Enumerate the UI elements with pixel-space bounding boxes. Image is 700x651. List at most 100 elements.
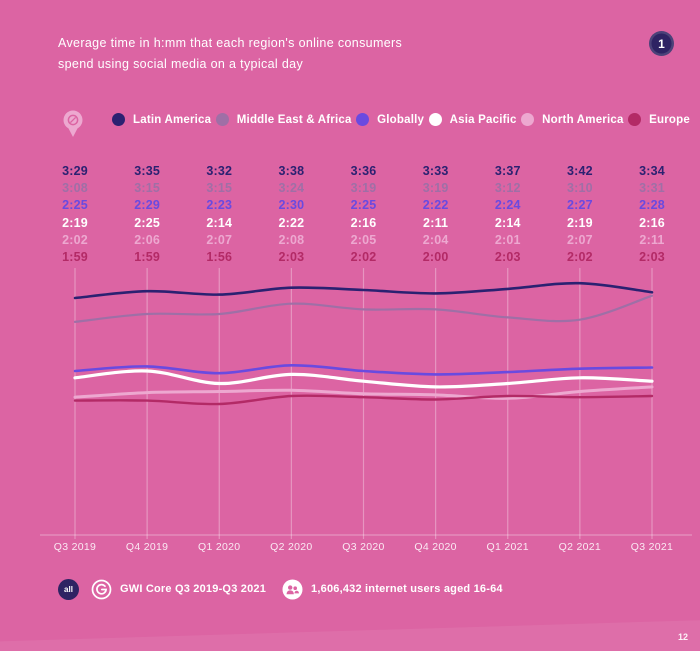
- value-label-north-america: 2:01: [494, 232, 521, 247]
- legend-item-north-america: North America: [521, 113, 623, 126]
- value-label-globally: 2:22: [422, 198, 449, 213]
- x-axis: Q3 2019 Q4 2019 Q1 2020 Q2 2020 Q3 2020 Q4 20…: [0, 541, 700, 557]
- value-label-asia-pacific: 2:16: [639, 215, 665, 230]
- value-label-europe: 2:02: [566, 250, 593, 265]
- gwi-logo-icon: [91, 579, 112, 600]
- base-label: 1,606,432 internet users aged 16-64: [311, 583, 503, 595]
- page-title-line1: Average time in h:mm that each region's …: [58, 36, 403, 50]
- value-label-globally: 2:28: [639, 198, 665, 213]
- x-axis-label-q2-2021: Q2 2021: [558, 541, 602, 553]
- value-column-q3-2019: 3:29 3:08 2:25 2:19 2:02 1:59: [62, 163, 88, 266]
- value-column-q3-2021: 3:34 3:31 2:28 2:16 2:11 2:03: [639, 163, 665, 266]
- value-label-north-america: 2:08: [278, 232, 305, 247]
- legend-item-globally: Globally: [356, 113, 424, 126]
- users-icon: [282, 579, 303, 600]
- value-label-asia-pacific: 2:25: [134, 215, 161, 230]
- legend: Latin America Middle East & Africa Globall…: [0, 108, 700, 138]
- value-label-globally: 2:30: [278, 198, 305, 213]
- x-axis-label-q3-2019: Q3 2019: [53, 541, 97, 553]
- value-label-globally: 2:25: [62, 198, 88, 213]
- value-label-globally: 2:25: [350, 198, 377, 213]
- value-label-asia-pacific: 2:22: [278, 215, 305, 230]
- x-axis-label-q3-2020: Q3 2020: [342, 541, 385, 553]
- legend-label: North America: [542, 113, 624, 126]
- x-axis-label-q4-2020: Q4 2020: [414, 541, 457, 553]
- value-label-latin-america: 3:34: [639, 164, 665, 178]
- value-label-europe: 1:59: [134, 250, 161, 265]
- legend-dot: [521, 113, 535, 126]
- value-column-q4-2020: 3:33 3:19 2:22 2:11 2:04 2:00: [423, 163, 449, 266]
- value-label-north-america: 2:07: [566, 232, 593, 247]
- legend-label: Globally: [377, 113, 425, 126]
- legend-item-latin-america: Latin America: [112, 113, 211, 126]
- legend-item-europe: Europe: [628, 113, 690, 126]
- value-label-middle-east-africa: 3:19: [350, 181, 377, 196]
- value-column-q2-2021: 3:42 3:10 2:27 2:19 2:07 2:02: [567, 163, 593, 266]
- value-label-europe: 2:02: [350, 250, 377, 265]
- value-label-middle-east-africa: 3:08: [62, 181, 88, 196]
- value-label-middle-east-africa: 3:15: [134, 181, 161, 196]
- legend-dot: [428, 113, 442, 126]
- page-title-line2: spend using social media on a typical da…: [58, 57, 304, 71]
- value-label-middle-east-africa: 3:31: [639, 181, 665, 196]
- page-number: 12: [677, 632, 688, 642]
- value-label-latin-america: 3:35: [134, 164, 161, 178]
- legend-dot: [112, 113, 125, 126]
- value-label-asia-pacific: 2:19: [566, 215, 593, 230]
- series-line-globally: [73, 363, 654, 376]
- page-title: Average time in h:mm that each region's …: [58, 33, 402, 75]
- source-label: GWI Core Q3 2019-Q3 2021: [120, 583, 267, 595]
- value-label-middle-east-africa: 3:19: [422, 181, 449, 196]
- value-column-q1-2021: 3:37 3:12 2:24 2:14 2:01 2:03: [495, 163, 521, 266]
- value-label-europe: 1:59: [62, 250, 88, 265]
- value-label-middle-east-africa: 3:12: [494, 181, 521, 196]
- slide-number-badge: 1: [649, 31, 674, 56]
- value-column-q3-2020: 3:36 3:19 2:25 2:16 2:05 2:02: [351, 163, 377, 266]
- x-axis-label-q3-2021: Q3 2021: [630, 541, 674, 553]
- legend-items: Latin America Middle East & Africa Globall…: [112, 113, 690, 126]
- value-label-north-america: 2:02: [62, 232, 88, 247]
- audience-all-badge: all: [58, 578, 79, 600]
- value-label-europe: 2:03: [494, 250, 521, 265]
- location-pin-icon: [60, 108, 86, 143]
- value-label-latin-america: 3:42: [566, 164, 593, 178]
- value-label-asia-pacific: 2:14: [494, 215, 521, 230]
- value-label-globally: 2:27: [566, 198, 593, 213]
- value-label-middle-east-africa: 3:10: [566, 181, 593, 196]
- value-label-europe: 2:03: [639, 250, 665, 265]
- value-label-europe: 2:00: [422, 250, 449, 265]
- value-label-asia-pacific: 2:19: [62, 215, 88, 230]
- chart-svg: [40, 268, 692, 539]
- value-column-q4-2019: 3:35 3:15 2:29 2:25 2:06 1:59: [134, 163, 160, 266]
- value-column-q1-2020: 3:32 3:15 2:23 2:14 2:07 1:56: [206, 163, 232, 266]
- value-label-asia-pacific: 2:14: [206, 215, 233, 230]
- legend-dot: [356, 113, 370, 126]
- legend-item-middle-east-africa: Middle East & Africa: [215, 113, 352, 126]
- value-label-north-america: 2:06: [134, 232, 161, 247]
- value-label-asia-pacific: 2:16: [350, 215, 377, 230]
- value-label-north-america: 2:04: [422, 232, 449, 247]
- legend-dot: [628, 113, 642, 126]
- value-label-north-america: 2:05: [350, 232, 377, 247]
- value-label-asia-pacific: 2:11: [423, 215, 449, 230]
- series-line-asia-pacific: [73, 369, 654, 389]
- legend-label: Asia Pacific: [449, 113, 517, 126]
- value-label-latin-america: 3:36: [350, 164, 377, 178]
- value-label-middle-east-africa: 3:15: [206, 181, 233, 196]
- value-labels-grid: 3:29 3:08 2:25 2:19 2:02 1:59 3:35 3:15 2:29 2:25…: [0, 163, 700, 267]
- value-label-europe: 1:56: [206, 250, 233, 265]
- x-axis-label-q2-2020: Q2 2020: [270, 541, 313, 553]
- x-axis-label-q1-2020: Q1 2020: [198, 541, 241, 553]
- value-label-latin-america: 3:29: [62, 164, 88, 178]
- legend-item-asia-pacific: Asia Pacific: [428, 113, 517, 126]
- series-line-middle-east-africa: [73, 294, 654, 323]
- footer: all GWI Core Q3 2019-Q3 2021 1,606,432 i…: [58, 578, 503, 600]
- legend-label: Middle East & Africa: [236, 113, 352, 126]
- series-line-latin-america: [73, 281, 654, 300]
- value-label-latin-america: 3:38: [278, 164, 305, 178]
- value-label-globally: 2:23: [206, 198, 233, 213]
- legend-label: Latin America: [133, 113, 212, 126]
- value-label-latin-america: 3:37: [494, 164, 521, 178]
- value-label-europe: 2:03: [278, 250, 305, 265]
- value-label-north-america: 2:07: [206, 232, 233, 247]
